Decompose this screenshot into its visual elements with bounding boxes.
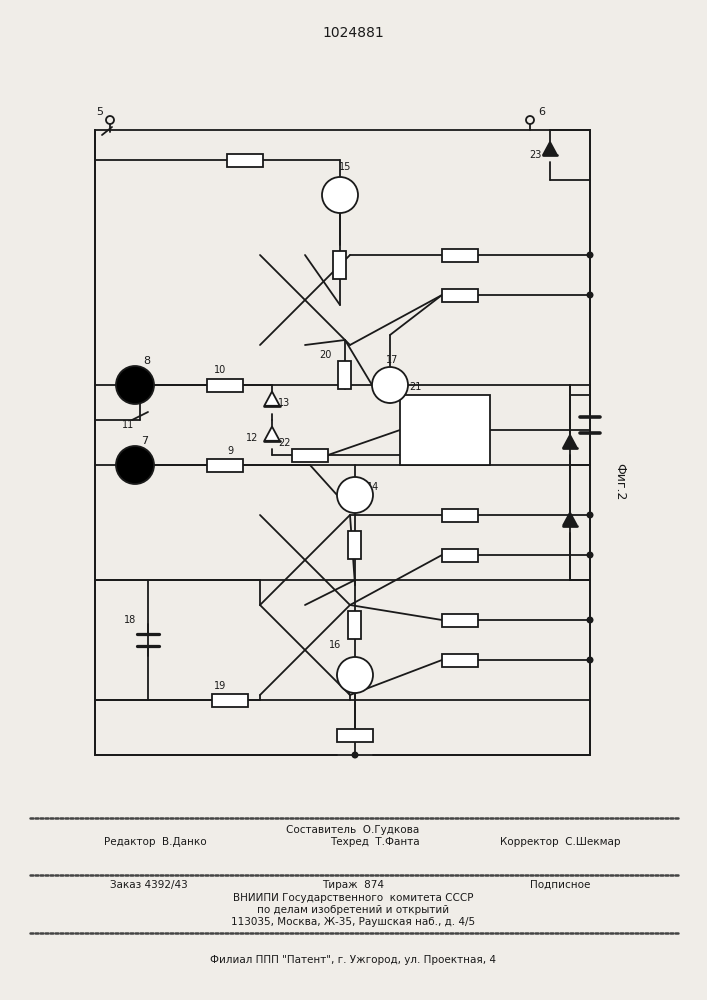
Text: 5: 5: [96, 107, 103, 117]
Text: Тираж  874: Тираж 874: [322, 880, 384, 890]
Bar: [339, 361, 351, 389]
Text: 21: 21: [409, 382, 421, 392]
Bar: [207, 458, 243, 472]
Bar: [212, 694, 248, 706]
Text: 16: 16: [329, 640, 341, 650]
Bar: [227, 153, 263, 166]
Bar: [442, 248, 478, 261]
Polygon shape: [264, 426, 280, 441]
Polygon shape: [543, 142, 557, 155]
Text: 23: 23: [529, 150, 541, 160]
Text: 14: 14: [367, 482, 379, 492]
Circle shape: [372, 367, 408, 403]
Bar: [442, 288, 478, 302]
Text: 1024881: 1024881: [322, 26, 384, 40]
Bar: [334, 251, 346, 279]
Text: 8: 8: [144, 356, 151, 366]
Text: Редактор  В.Данко: Редактор В.Данко: [104, 837, 206, 847]
Circle shape: [587, 512, 593, 518]
Polygon shape: [563, 435, 577, 448]
Bar: [442, 548, 478, 562]
Circle shape: [322, 177, 358, 213]
Circle shape: [526, 116, 534, 124]
Circle shape: [116, 446, 154, 484]
Circle shape: [587, 292, 593, 298]
Polygon shape: [563, 512, 577, 526]
Text: 7: 7: [141, 436, 148, 446]
Bar: [400, 395, 490, 465]
Text: 18: 18: [124, 615, 136, 625]
Text: Корректор  С.Шекмар: Корректор С.Шекмар: [500, 837, 620, 847]
Text: Составитель  О.Гудкова: Составитель О.Гудкова: [286, 825, 420, 835]
Text: по делам изобретений и открытий: по делам изобретений и открытий: [257, 905, 449, 915]
Text: Фиг.2: Фиг.2: [614, 463, 626, 501]
Text: 22: 22: [279, 438, 291, 448]
Text: 11: 11: [122, 420, 134, 430]
Bar: [337, 728, 373, 742]
Text: 113035, Москва, Ж-35, Раушская наб., д. 4/5: 113035, Москва, Ж-35, Раушская наб., д. …: [231, 917, 475, 927]
Circle shape: [337, 477, 373, 513]
Bar: [442, 613, 478, 626]
Circle shape: [587, 251, 593, 258]
Text: 13: 13: [278, 398, 290, 408]
Text: 20: 20: [319, 350, 331, 360]
Circle shape: [587, 616, 593, 624]
Text: Заказ 4392/43: Заказ 4392/43: [110, 880, 188, 890]
Bar: [442, 654, 478, 666]
Text: Филиал ППП "Патент", г. Ужгород, ул. Проектная, 4: Филиал ППП "Патент", г. Ужгород, ул. Про…: [210, 955, 496, 965]
Bar: [292, 448, 328, 462]
Circle shape: [587, 656, 593, 664]
Bar: [207, 378, 243, 391]
Circle shape: [337, 657, 373, 693]
Text: 9: 9: [227, 446, 233, 456]
Text: 6: 6: [539, 107, 546, 117]
Circle shape: [116, 366, 154, 404]
Text: 19: 19: [214, 681, 226, 691]
Bar: [442, 508, 478, 522]
Circle shape: [351, 752, 358, 758]
Text: 12: 12: [246, 433, 258, 443]
Bar: [349, 611, 361, 639]
Polygon shape: [264, 391, 280, 406]
Text: 10: 10: [214, 365, 226, 375]
Text: ВНИИПИ Государственного  комитета СССР: ВНИИПИ Государственного комитета СССР: [233, 893, 473, 903]
Text: Подписное: Подписное: [530, 880, 590, 890]
Circle shape: [587, 552, 593, 558]
Text: Техред  Т.Фанта: Техред Т.Фанта: [330, 837, 420, 847]
Text: 17: 17: [386, 355, 398, 365]
Text: 15: 15: [339, 162, 351, 172]
Circle shape: [106, 116, 114, 124]
Bar: [349, 531, 361, 559]
